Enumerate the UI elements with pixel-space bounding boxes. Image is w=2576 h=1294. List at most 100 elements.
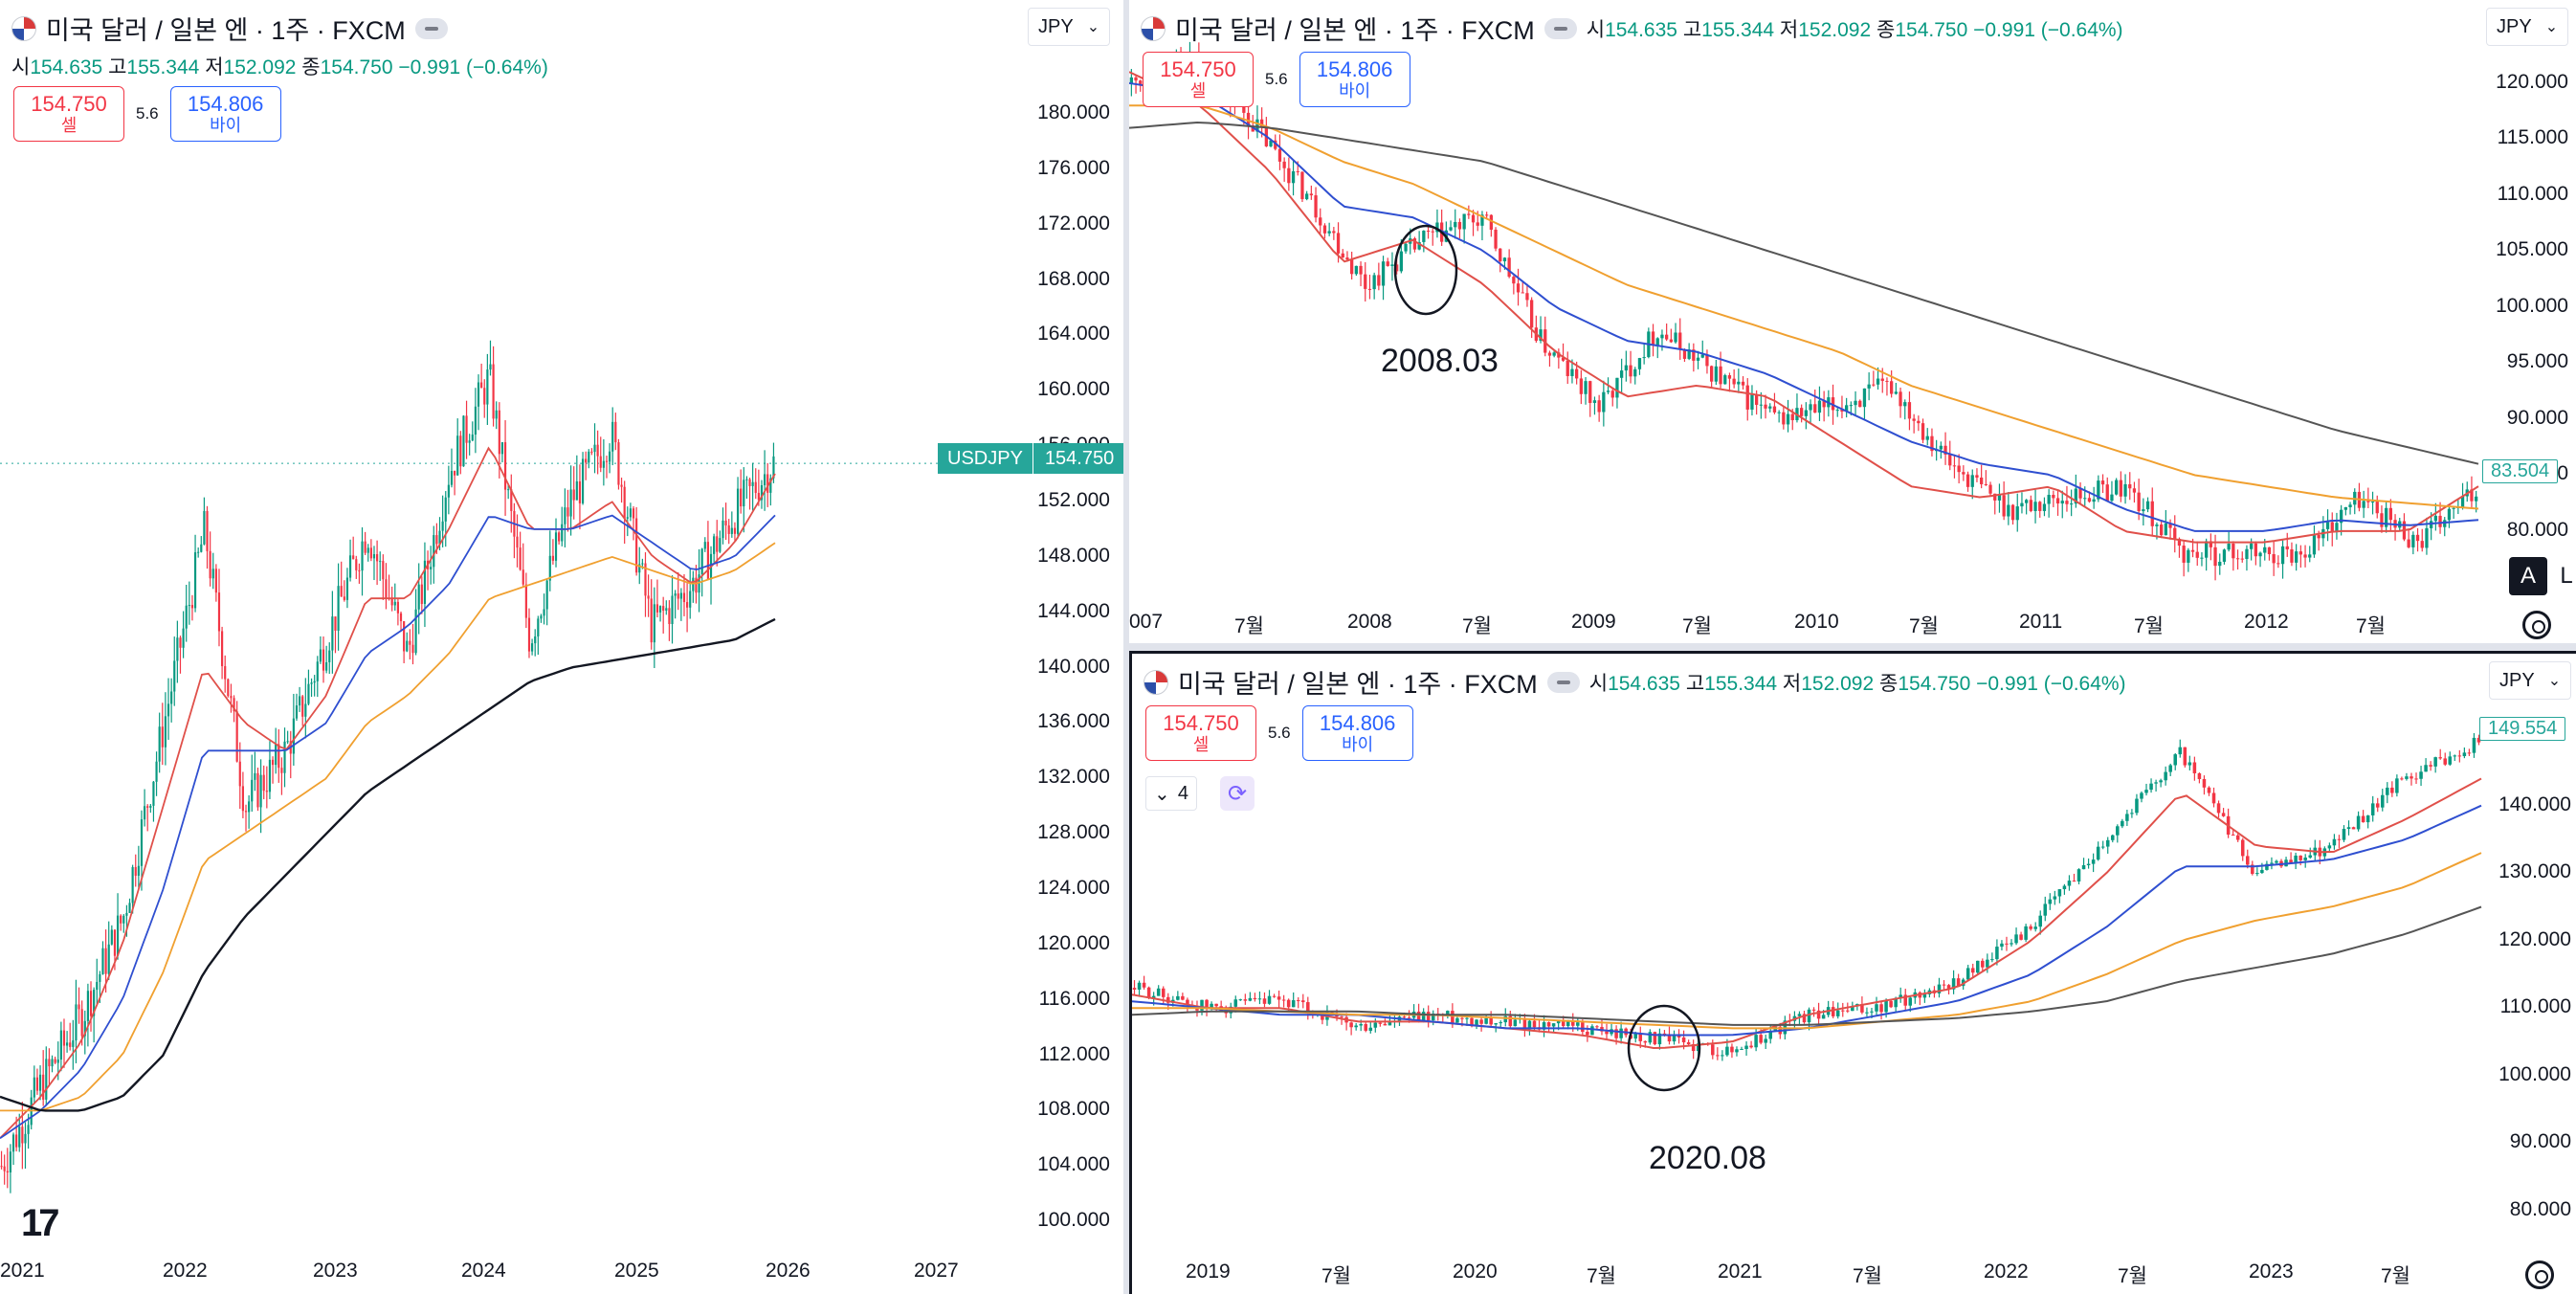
last-price-tag[interactable]: 149.554 (2479, 713, 2566, 744)
candle-body (214, 569, 217, 593)
candle-body (1176, 995, 1180, 1000)
left-chart-canvas[interactable] (0, 0, 1123, 1294)
candle-body (474, 406, 477, 435)
hide-indicator-icon[interactable] (1546, 671, 1580, 693)
tradingview-logo[interactable]: 17 (21, 1202, 59, 1244)
candle-body (244, 811, 248, 813)
candle-body (2388, 507, 2392, 521)
sync-icon[interactable]: ⟳ (1220, 776, 1255, 811)
annotation-2020-08[interactable]: 2020.08 (1649, 1140, 1766, 1176)
candle-body (251, 779, 254, 802)
candle-body (176, 637, 179, 661)
annotation-2008-03[interactable]: 2008.03 (1381, 343, 1499, 379)
symbol-title[interactable]: 미국 달러 / 일본 엔 · 1주 · FXCM (1175, 16, 1535, 45)
candle-body (2462, 752, 2467, 757)
bottom-right-chart-canvas[interactable] (1132, 654, 2576, 1294)
candle-body (1942, 984, 1946, 986)
candle-body (2092, 499, 2096, 502)
candle-body (2221, 813, 2226, 816)
candle-body (310, 682, 313, 684)
candle-body (62, 1030, 66, 1046)
candle-body (2346, 827, 2351, 830)
candle-body (96, 981, 99, 991)
candle-body (1547, 352, 1552, 356)
symbol-title[interactable]: 미국 달러 / 일본 엔 · 1주 · FXCM (46, 16, 406, 45)
candle-body (331, 616, 334, 651)
candle-body (686, 602, 689, 608)
candle-body (110, 929, 113, 945)
candle-body (238, 761, 241, 787)
buy-button[interactable]: 154.806 바이 (1299, 52, 1410, 107)
candle-body (2096, 846, 2100, 860)
candle-body (1282, 161, 1286, 168)
sell-button[interactable]: 154.750 셀 (1143, 52, 1254, 107)
candle-body (42, 1074, 45, 1100)
symbol-title[interactable]: 미국 달러 / 일본 엔 · 1주 · FXCM (1178, 670, 1538, 699)
candle-body (128, 903, 131, 913)
candle-body (1651, 331, 1655, 346)
chart-settings-gear-icon[interactable] (2525, 1261, 2554, 1289)
candle-body (736, 488, 740, 534)
candle-body (2111, 835, 2115, 840)
last-price-tag[interactable]: USDJPY 154.750 (938, 443, 1123, 474)
moving-average-gray (1129, 121, 2479, 465)
currency-selector[interactable]: JPY ⌄ (1028, 8, 1111, 46)
hide-indicator-icon[interactable] (1543, 17, 1577, 39)
left-chart-panel[interactable]: 미국 달러 / 일본 엔 · 1주 · FXCM 시154.635 고155.3… (0, 0, 1123, 1294)
candle-body (1132, 988, 1137, 990)
candle-body (2295, 551, 2298, 563)
top-right-chart-canvas[interactable] (1129, 0, 2576, 643)
candle-body (1512, 277, 1516, 284)
candle-body (2335, 523, 2339, 532)
candle-body (1262, 998, 1267, 1004)
buy-button[interactable]: 154.806 바이 (169, 86, 281, 142)
candle-body (2132, 488, 2137, 493)
candle-body (486, 369, 489, 405)
sell-button[interactable]: 154.750 셀 (13, 86, 124, 142)
candle-body (462, 415, 465, 467)
bottom-right-chart-panel[interactable]: 미국 달러 / 일본 엔 · 1주 · FXCM 시154.635 고155.3… (1129, 651, 2576, 1294)
y-tick-label: 120.000 (2498, 927, 2571, 950)
candle-body (1377, 275, 1381, 286)
candle-body (283, 741, 286, 773)
candle-body (540, 615, 543, 619)
candle-body (193, 552, 197, 609)
candle-body (1678, 332, 1682, 350)
candle-body (1233, 999, 1238, 1007)
log-scale-button[interactable]: L (2560, 563, 2573, 589)
top-right-chart-panel[interactable]: 미국 달러 / 일본 엔 · 1주 · FXCM 시154.635 고155.3… (1129, 0, 2576, 643)
candle-body (1957, 465, 1961, 473)
candle-body (682, 592, 686, 603)
candle-body (1700, 354, 1704, 358)
hide-indicator-icon[interactable] (414, 17, 448, 39)
high-label: 고 (1682, 18, 1702, 41)
candle-body (1345, 257, 1349, 260)
candle-body (1354, 1025, 1358, 1028)
moving-average-gray (1132, 905, 2482, 1026)
chart-settings-gear-icon[interactable] (2522, 611, 2551, 639)
currency-selector[interactable]: JPY ⌄ (2486, 8, 2569, 46)
candle-body (348, 555, 352, 578)
candle-body (1557, 352, 1561, 358)
buy-button[interactable]: 154.806 바이 (1301, 705, 1413, 761)
close-value: 154.750 (320, 56, 393, 78)
panel-separator-vertical[interactable] (1123, 0, 1129, 1294)
auto-scale-button[interactable]: A (2509, 557, 2547, 595)
candle-body (2159, 780, 2163, 783)
candle-body (1768, 1031, 1772, 1039)
candle-body (2438, 515, 2442, 527)
sell-button[interactable]: 154.750 셀 (1145, 705, 1256, 761)
candle-body (385, 579, 388, 598)
buy-label: 바이 (1339, 81, 1371, 101)
panel-separator-horizontal[interactable] (1129, 643, 2576, 651)
candle-body (1946, 985, 1951, 990)
candle-body (72, 1040, 75, 1047)
bottom-right-legend: 미국 달러 / 일본 엔 · 1주 · FXCM 시154.635 고155.3… (1144, 663, 2126, 701)
candle-body (531, 643, 534, 652)
last-price-tag[interactable]: 83.504 (2482, 456, 2559, 486)
candle-body (1633, 1033, 1637, 1039)
x-tick-label: 2010 (1794, 611, 1839, 633)
collapse-indicators-button[interactable]: ⌄ 4 (1145, 776, 1197, 811)
currency-selector[interactable]: JPY ⌄ (2489, 661, 2572, 700)
candle-body (107, 944, 110, 974)
